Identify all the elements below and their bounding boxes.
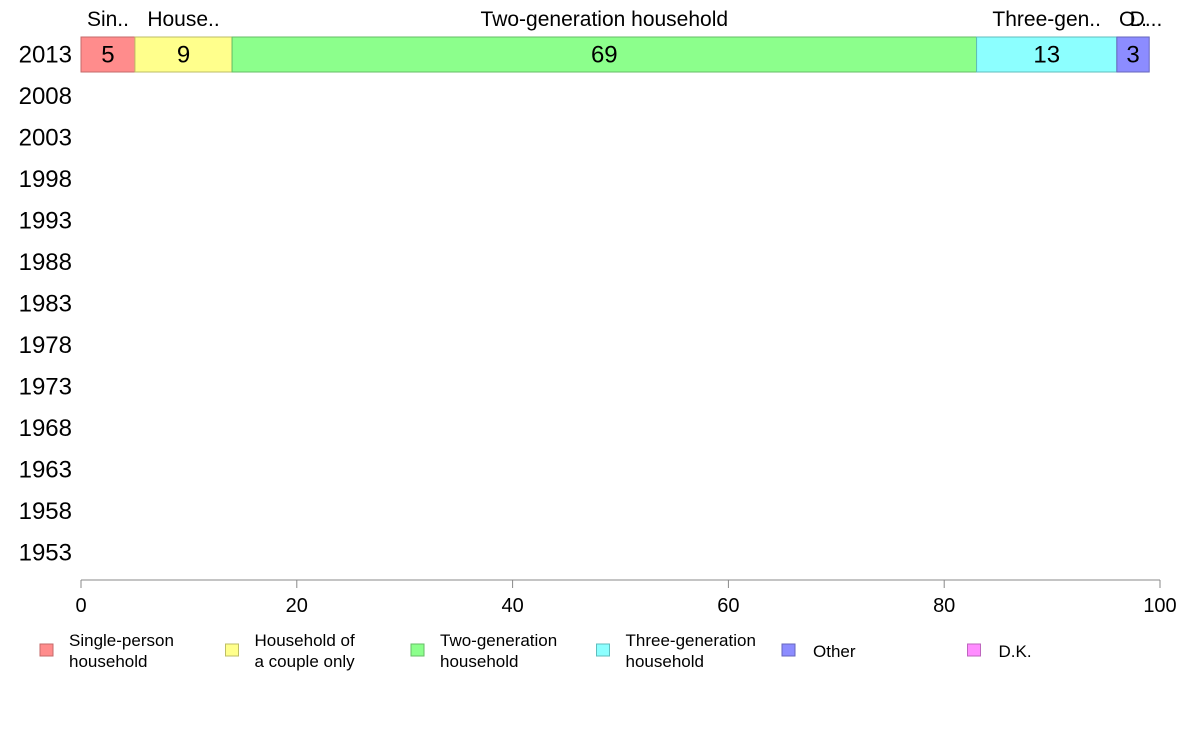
x-tick-label: 60 [717,595,739,617]
data-label: 3 [1126,42,1139,69]
y-tick-label: 1993 [19,208,72,235]
y-tick-label: 2003 [19,125,72,152]
segment-top-label: O.. [1119,8,1147,31]
x-tick-label: 40 [501,595,523,617]
bars: 5 9 69 13 3 [80,36,1150,73]
y-tick-label: 1968 [19,415,72,442]
data-label: 69 [591,42,618,69]
segment-top-labels: Sin.. House.. Two-generation household Thre… [87,8,1162,31]
data-label: 5 [101,42,114,69]
legend-swatch [39,643,54,657]
y-tick-label: 2008 [19,83,72,110]
segment-top-label: Three-gen.. [992,8,1101,31]
y-tick-label: 1988 [19,249,72,276]
y-tick-label: 1983 [19,291,72,318]
legend-swatch [781,643,796,657]
x-tick-label: 100 [1143,595,1176,617]
y-tick-label: 1973 [19,374,72,401]
segment-top-label: D... [1130,8,1163,31]
segment-top-label: Sin.. [87,8,129,31]
legend-label: Single-person [69,631,174,650]
bar-segment [134,36,233,73]
x-tick-label: 20 [286,595,308,617]
x-axis: 0 20 40 60 80 100 [75,579,1177,617]
data-label: 9 [177,42,190,69]
legend-label: Other [813,642,856,661]
legend-swatch [596,643,610,657]
y-tick-label: 1963 [19,457,72,484]
y-tick-label: 1998 [19,166,72,193]
legend-swatch [225,643,239,657]
segment-top-label: Two-generation household [481,8,729,31]
legend-label: household [440,652,518,671]
legend: Single-person household Household of a coup… [39,631,1032,671]
y-tick-label: 1953 [19,540,72,567]
data-label: 13 [1033,42,1060,69]
legend-label: household [626,652,704,671]
x-tick-label: 80 [933,595,955,617]
legend-label: Two-generation [440,631,557,650]
y-tick-label: 1958 [19,498,72,525]
x-tick-label: 0 [75,595,86,617]
legend-label: Three-generation [626,631,756,650]
y-tick-label: 2013 [19,42,72,69]
segment-top-label: House.. [147,8,219,31]
legend-label: Household of [255,631,355,650]
legend-swatch [410,643,425,657]
y-axis: 2013 2008 2003 1998 1993 1988 1983 1978 1973 1968… [19,42,72,567]
legend-swatch [967,643,981,657]
y-tick-label: 1978 [19,332,72,359]
bar-segment [1116,36,1150,73]
legend-label: household [69,652,147,671]
legend-label: D.K. [999,642,1032,661]
legend-label: a couple only [255,652,356,671]
